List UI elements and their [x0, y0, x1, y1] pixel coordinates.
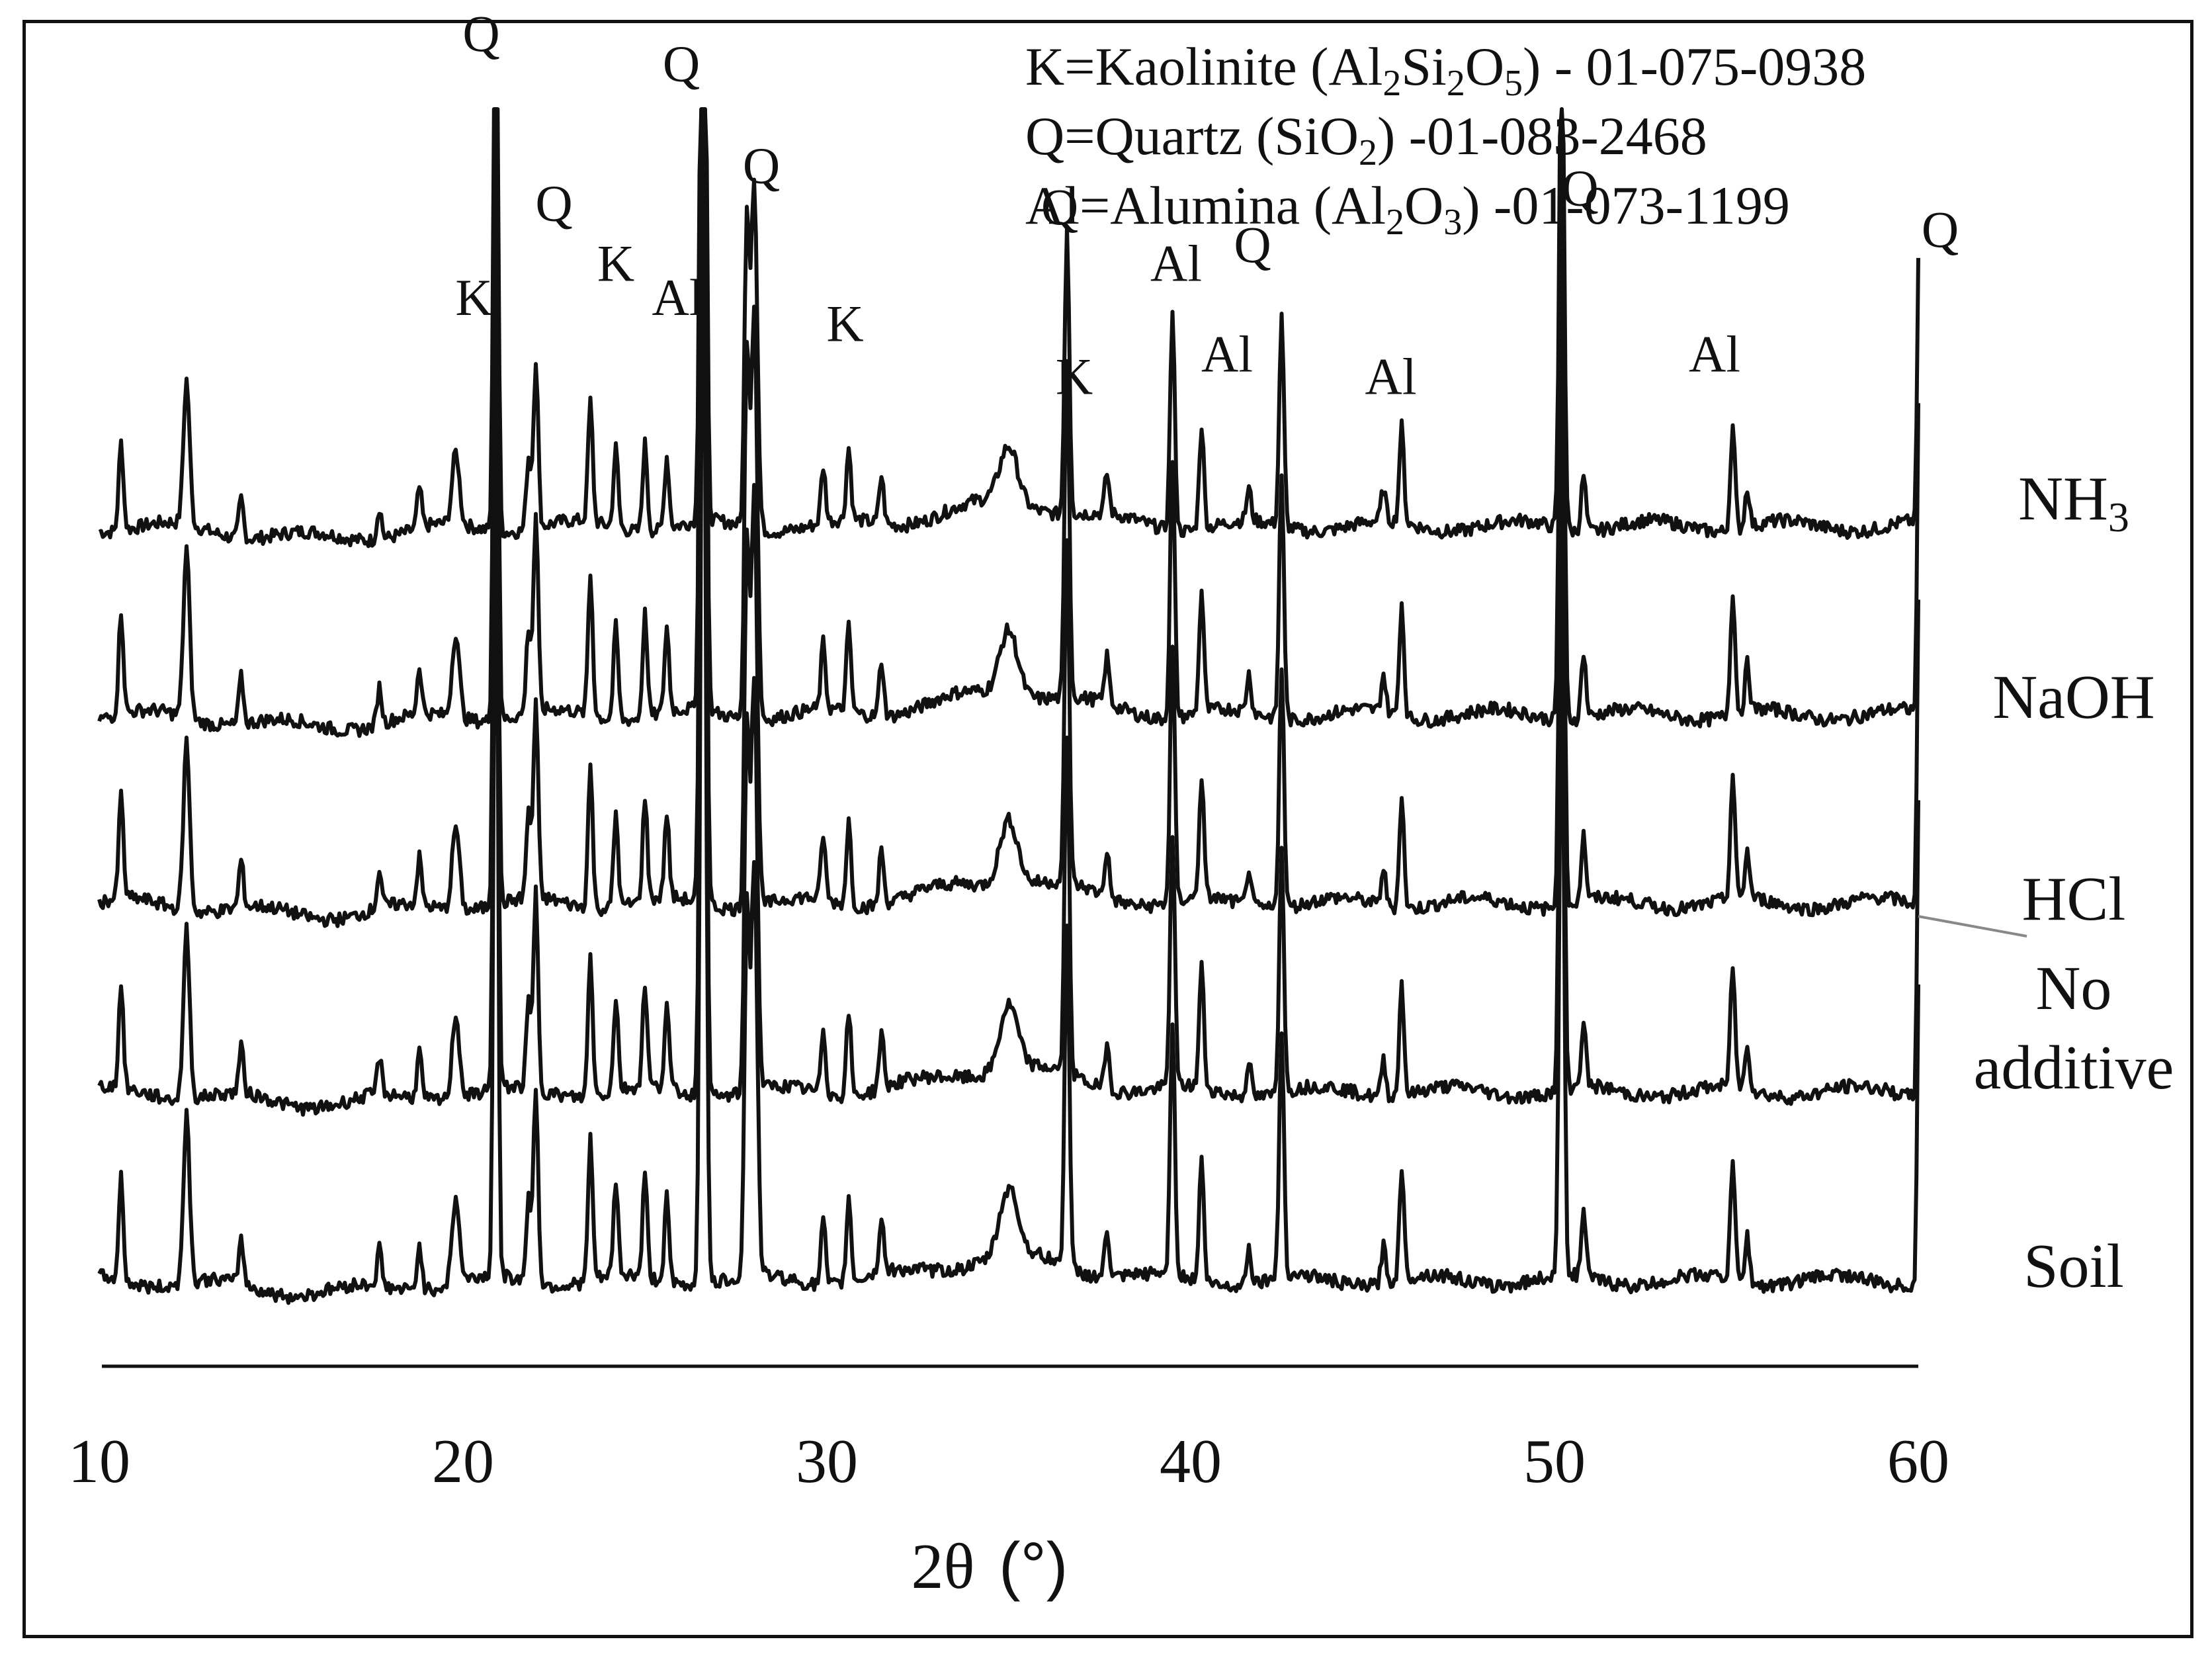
phase-peak-label: K: [455, 269, 492, 326]
x-tick-labels: 10 20 30 40 50 60: [68, 1427, 1949, 1496]
phase-peak-label: Q: [1922, 200, 1959, 258]
phase-peak-label: K: [826, 295, 863, 353]
phase-peak-label: Q: [1041, 178, 1078, 236]
phase-peak-label: Q: [462, 5, 499, 62]
x-tick-label: 10: [68, 1427, 130, 1496]
legend-line: Q=Quartz (SiO2) -01-083-2468: [1025, 106, 1707, 173]
phase-peak-label: Al: [1150, 235, 1202, 292]
phase-peak-label: Al: [1365, 348, 1417, 406]
x-tick-label: 50: [1523, 1427, 1586, 1496]
x-tick-label: 20: [432, 1427, 494, 1496]
phase-peak-label: Al: [1201, 325, 1253, 382]
legend-line: K=Kaolinite (Al2Si2O5) - 01-075-0938: [1025, 36, 1866, 104]
x-tick-label: 40: [1160, 1427, 1222, 1496]
phase-peak-label: Al: [652, 269, 704, 326]
xrd-trace-5: [97, 153, 1920, 1305]
x-axis-title: 2θ (°): [912, 1529, 1068, 1602]
phase-legend: K=Kaolinite (Al2Si2O5) - 01-075-0938Q=Qu…: [1025, 36, 1866, 243]
figure-frame: [22, 20, 2193, 1638]
phase-peak-label: K: [1056, 348, 1093, 406]
phase-peak-label: Q: [663, 34, 700, 92]
series-label: Soil: [2023, 1232, 2124, 1301]
x-tick-label: 30: [796, 1427, 858, 1496]
xrd-trace-2: [97, 107, 1920, 738]
xrd-traces: [97, 107, 1920, 1305]
series-labels: NH3 NaOH HCl No additive Soil: [1974, 464, 2174, 1301]
phase-peak-label: Q: [743, 136, 780, 194]
phase-peak-label: Q: [1234, 216, 1271, 273]
phase-peak-label: Q: [535, 174, 572, 232]
legend-line: Al=Alumina (Al2O3) -01-073-1199: [1025, 175, 1790, 243]
series-label: NH3: [2018, 464, 2129, 541]
series-label: HCl: [2022, 865, 2126, 934]
series-label: No: [2036, 954, 2112, 1023]
x-tick-label: 60: [1887, 1427, 1949, 1496]
phase-peak-label: K: [597, 235, 634, 292]
hcl-leader-line: [1918, 915, 2027, 938]
series-label-line2: additive: [1974, 1033, 2174, 1102]
xrd-trace-1: [98, 107, 1920, 548]
phase-peak-label: Q: [1561, 159, 1598, 217]
phase-peak-label: Al: [1689, 325, 1740, 382]
xrd-trace-3: [97, 107, 1920, 928]
xrd-trace-4: [97, 107, 1920, 1117]
series-label: NaOH: [1992, 663, 2154, 732]
